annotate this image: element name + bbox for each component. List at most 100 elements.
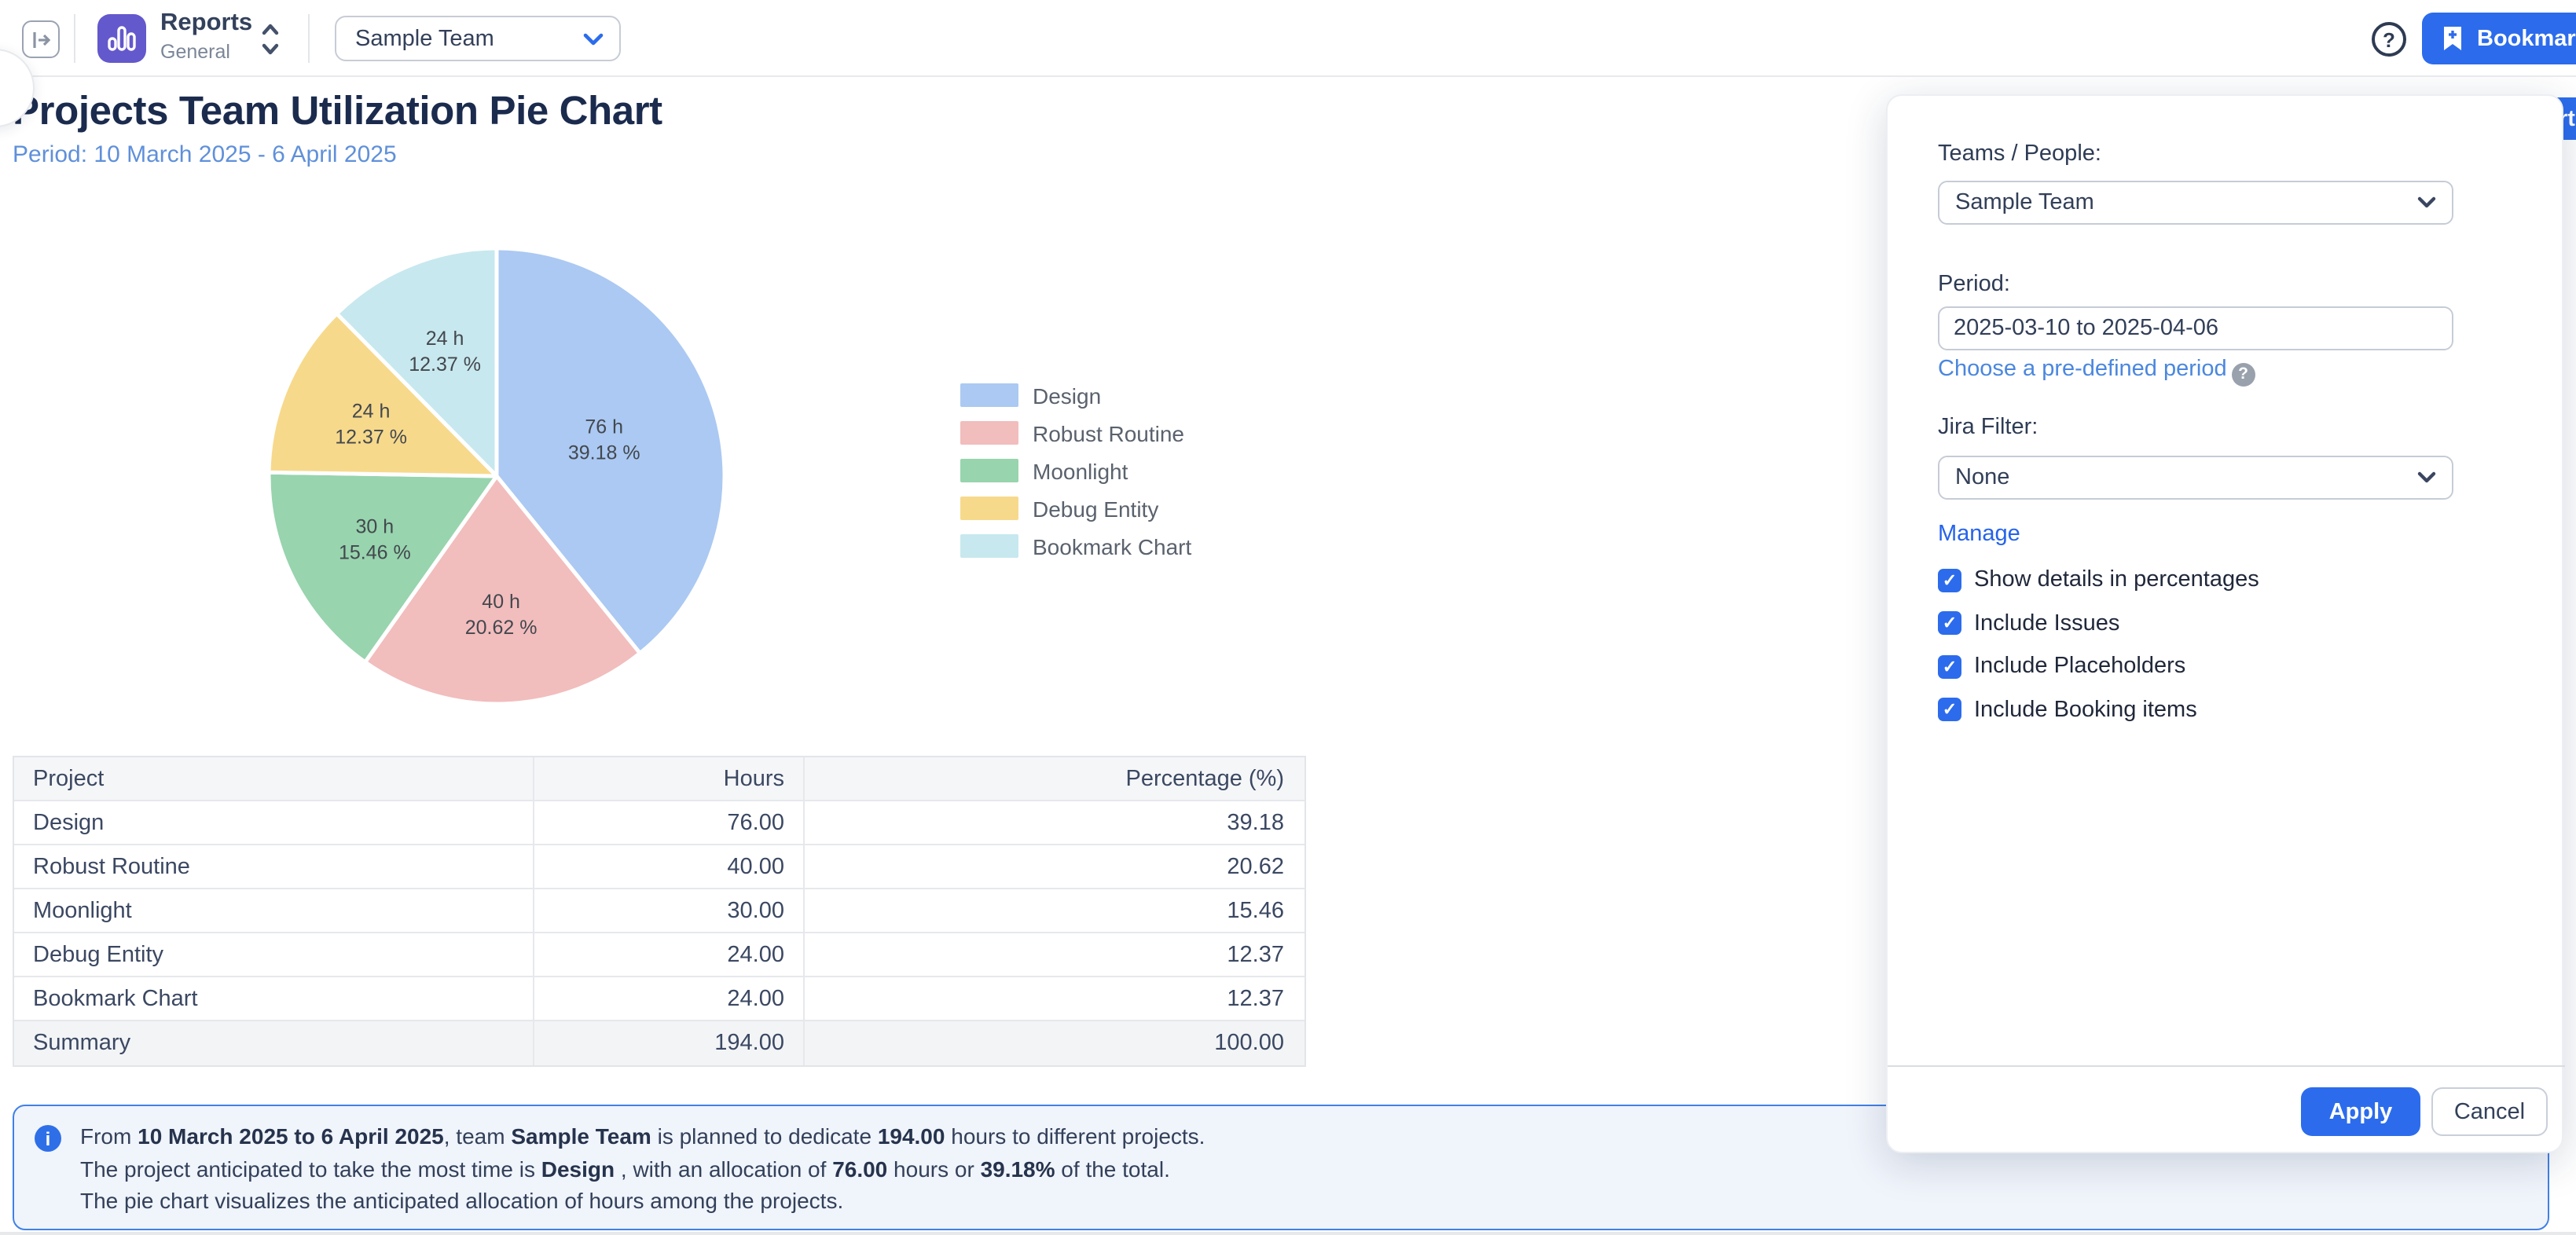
legend-item-design: Design: [960, 383, 1191, 408]
reports-app-icon[interactable]: [97, 14, 146, 63]
utilization-table: Project Hours Percentage (%) Design 76.00…: [13, 756, 1306, 1067]
checkbox-label: Include Issues: [1974, 610, 2120, 636]
info-text-bold: 10 March 2025 to 6 April 2025: [138, 1123, 444, 1149]
cell-project: Design: [14, 801, 534, 845]
checkbox-row-include-placeholders[interactable]: ✓ Include Placeholders: [1938, 654, 2185, 679]
chart-legend: Design Robust Routine Moonlight Debug Entit…: [960, 383, 1191, 572]
cancel-button[interactable]: Cancel: [2431, 1087, 2548, 1136]
checkbox-checked-icon[interactable]: ✓: [1938, 611, 1961, 635]
cell-hours: 24.00: [534, 933, 805, 977]
column-header-hours: Hours: [534, 757, 805, 801]
pie-slice-robust-routine[interactable]: [363, 474, 642, 706]
legend-swatch: [960, 421, 1018, 445]
info-text-bold: Sample Team: [511, 1123, 651, 1149]
question-mark-icon: ?: [2383, 27, 2395, 51]
page-title: Projects Team Utilization Pie Chart: [13, 90, 662, 134]
info-text: , with an allocation of: [615, 1156, 833, 1181]
chevron-down-icon: [2417, 196, 2436, 208]
legend-item-bookmark-chart: Bookmark Chart: [960, 533, 1191, 559]
teams-people-select[interactable]: Sample Team: [1938, 181, 2453, 225]
pie-slice-design[interactable]: [494, 246, 727, 655]
page-bottom-edge: [0, 1232, 2576, 1235]
table-header-row: Project Hours Percentage (%): [14, 757, 1305, 801]
legend-label: Moonlight: [1033, 458, 1128, 483]
teams-people-label: Teams / People:: [1938, 141, 2101, 167]
info-line: From 10 March 2025 to 6 April 2025, team…: [80, 1120, 1205, 1153]
help-button[interactable]: ?: [2372, 22, 2406, 57]
cell-project: Moonlight: [14, 889, 534, 933]
sidebar-toggle-button[interactable]: [22, 20, 60, 58]
header-team-select[interactable]: Sample Team: [335, 16, 621, 61]
filter-panel: Teams / People: Sample Team Period: Choo…: [1886, 94, 2565, 1153]
checkbox-label: Include Placeholders: [1974, 654, 2186, 679]
info-text-bold: 76.00: [832, 1156, 888, 1181]
table-row: Moonlight 30.00 15.46: [14, 889, 1305, 933]
bar-chart-icon: [108, 26, 136, 51]
legend-label: Design: [1033, 383, 1102, 408]
info-text: The project anticipated to take the most…: [80, 1156, 541, 1181]
jira-filter-select-value: None: [1955, 465, 2010, 490]
question-badge-icon[interactable]: ?: [2231, 362, 2255, 386]
period-input[interactable]: [1938, 306, 2453, 350]
cell-percentage: 100.00: [1214, 1031, 1284, 1056]
apply-button[interactable]: Apply: [2301, 1087, 2420, 1136]
legend-item-debug-entity: Debug Entity: [960, 496, 1191, 521]
table-row: Bookmark Chart 24.00 12.37: [14, 977, 1305, 1021]
info-text: hours to different projects.: [945, 1123, 1205, 1149]
chevron-down-icon: [583, 32, 604, 45]
info-text: hours or: [887, 1156, 981, 1181]
info-text-bold: 39.18%: [980, 1156, 1055, 1181]
checkbox-row-show-details-in-percentages[interactable]: ✓ Show details in percentages: [1938, 567, 2259, 592]
cell-hours: 30.00: [534, 889, 805, 933]
cell-percentage: 15.46: [805, 889, 1305, 933]
legend-swatch: [960, 383, 1018, 407]
table-summary-row: Summary 194.00 100.00: [14, 1021, 1305, 1065]
legend-label: Robust Routine: [1033, 420, 1185, 445]
report-switcher-button[interactable]: [261, 19, 280, 68]
checkbox-row-include-booking-items[interactable]: ✓ Include Booking items: [1938, 697, 2197, 722]
checkbox-checked-icon[interactable]: ✓: [1938, 568, 1961, 592]
cell-project: Summary: [14, 1021, 534, 1065]
bookmark-button[interactable]: Bookmark: [2422, 13, 2576, 64]
header-team-select-value: Sample Team: [355, 26, 494, 51]
pie-slice-label: 76 h 39.18 %: [568, 416, 640, 464]
jira-filter-select[interactable]: None: [1938, 456, 2453, 500]
app-subtitle: General: [160, 40, 230, 62]
table-row: Design 76.00 39.18: [14, 801, 1305, 845]
cell-percentage: 12.37: [805, 933, 1305, 977]
legend-item-robust-routine: Robust Routine: [960, 420, 1191, 445]
pie-slice-bookmark-chart[interactable]: [335, 246, 499, 478]
top-bar: Reports General Sample Team ? Bookm: [0, 0, 2576, 77]
sidebar-expand-icon: [32, 31, 50, 47]
manage-link[interactable]: Manage: [1938, 522, 2020, 547]
cell-hours: 24.00: [534, 977, 805, 1021]
legend-label: Debug Entity: [1033, 496, 1159, 521]
pie-slice-moonlight[interactable]: [266, 470, 499, 665]
table-row: Robust Routine 40.00 20.62: [14, 845, 1305, 889]
pie-slice-debug-entity[interactable]: [266, 311, 499, 478]
cell-percentage: 12.37: [805, 977, 1305, 1021]
predefined-period-link-label: Choose a pre-defined period: [1938, 357, 2227, 382]
cell-project: Debug Entity: [14, 933, 534, 977]
pie-slice-label: 30 h 15.46 %: [339, 516, 411, 564]
checkbox-checked-icon[interactable]: ✓: [1938, 654, 1961, 678]
info-text: , team: [443, 1123, 512, 1149]
info-line: The project anticipated to take the most…: [80, 1153, 1205, 1185]
info-line: The pie chart visualizes the anticipated…: [80, 1185, 1205, 1217]
checkbox-checked-icon[interactable]: ✓: [1938, 698, 1961, 721]
predefined-period-link[interactable]: Choose a pre-defined period?: [1938, 357, 2255, 386]
page-period-subtitle: Period: 10 March 2025 - 6 April 2025: [13, 141, 397, 168]
table-row: Debug Entity 24.00 12.37: [14, 933, 1305, 977]
checkbox-row-include-issues[interactable]: ✓ Include Issues: [1938, 610, 2119, 636]
header-divider: [74, 14, 75, 63]
up-down-chevrons-icon: [262, 24, 279, 55]
info-text-bold: 194.00: [877, 1123, 945, 1149]
pie-slice-label: 40 h 20.62 %: [465, 591, 538, 639]
cell-project: Bookmark Chart: [14, 977, 534, 1021]
cell-hours: 194.00: [534, 1021, 805, 1065]
cell-percentage: 20.62: [805, 845, 1305, 889]
cell-percentage: 39.18: [805, 801, 1305, 845]
summary-info-text: From 10 March 2025 to 6 April 2025, team…: [80, 1120, 1205, 1229]
